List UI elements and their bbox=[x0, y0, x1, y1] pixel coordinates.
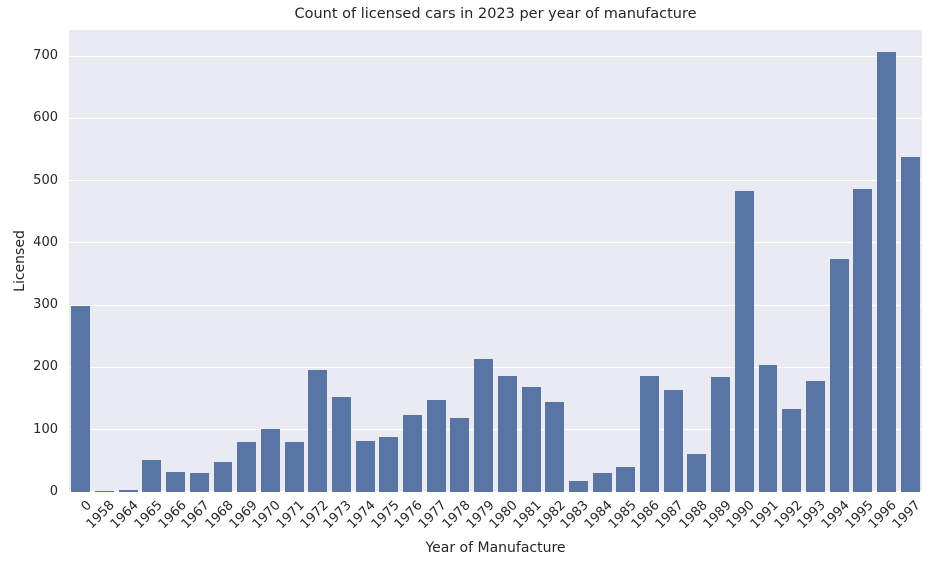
bar-1981 bbox=[521, 386, 541, 492]
y-tick-label-0: 0 bbox=[49, 484, 58, 499]
bar-1991 bbox=[758, 364, 778, 492]
bar-1985 bbox=[616, 467, 636, 492]
y-tick-label-500: 500 bbox=[33, 172, 58, 188]
bar-1967 bbox=[189, 472, 209, 492]
bar-0 bbox=[71, 306, 91, 492]
gridline-700 bbox=[69, 55, 922, 57]
bar-1996 bbox=[876, 52, 896, 492]
y-tick-label-200: 200 bbox=[33, 359, 58, 375]
bar-1993 bbox=[805, 381, 825, 492]
plot-area bbox=[69, 30, 922, 492]
bar-1994 bbox=[829, 259, 849, 492]
bar-1983 bbox=[568, 480, 588, 492]
gridline-100 bbox=[69, 429, 922, 431]
bar-1958 bbox=[95, 491, 115, 492]
x-axis-label: Year of Manufacture bbox=[425, 540, 566, 556]
y-tick-label-100: 100 bbox=[33, 421, 58, 437]
bar-1988 bbox=[687, 454, 707, 492]
bar-1978 bbox=[450, 417, 470, 492]
gridline-300 bbox=[69, 304, 922, 306]
bar-1992 bbox=[782, 408, 802, 492]
gridline-200 bbox=[69, 366, 922, 368]
bar-1986 bbox=[640, 375, 659, 492]
y-axis-label: Licensed bbox=[12, 230, 28, 292]
gridline-400 bbox=[69, 242, 922, 244]
bar-1979 bbox=[474, 358, 494, 492]
bar-1966 bbox=[166, 472, 186, 492]
bar-1976 bbox=[403, 414, 423, 492]
bar-1977 bbox=[426, 399, 446, 492]
bar-1975 bbox=[379, 436, 399, 492]
y-tick-label-600: 600 bbox=[33, 110, 58, 126]
bar-1990 bbox=[734, 190, 754, 492]
bar-1972 bbox=[308, 369, 328, 492]
bar-1971 bbox=[284, 442, 304, 492]
gridline-500 bbox=[69, 180, 922, 182]
bar-1965 bbox=[142, 459, 162, 492]
bar-1974 bbox=[355, 440, 375, 492]
y-tick-label-400: 400 bbox=[33, 234, 58, 250]
bar-1964 bbox=[118, 490, 138, 492]
bar-1980 bbox=[497, 375, 517, 492]
y-tick-label-300: 300 bbox=[33, 297, 58, 313]
chart-title: Count of licensed cars in 2023 per year … bbox=[294, 6, 697, 22]
bar-1984 bbox=[592, 472, 612, 492]
gridline-600 bbox=[69, 117, 922, 119]
bar-1995 bbox=[853, 189, 873, 492]
bar-1969 bbox=[237, 441, 257, 492]
bar-1997 bbox=[900, 157, 920, 492]
bar-1989 bbox=[711, 376, 731, 492]
bar-1987 bbox=[663, 389, 683, 492]
gridline-0 bbox=[69, 491, 922, 492]
bar-1973 bbox=[332, 396, 351, 492]
bar-1982 bbox=[545, 401, 565, 492]
bar-1970 bbox=[260, 428, 280, 492]
y-tick-label-700: 700 bbox=[33, 48, 58, 64]
bar-1968 bbox=[213, 462, 233, 492]
